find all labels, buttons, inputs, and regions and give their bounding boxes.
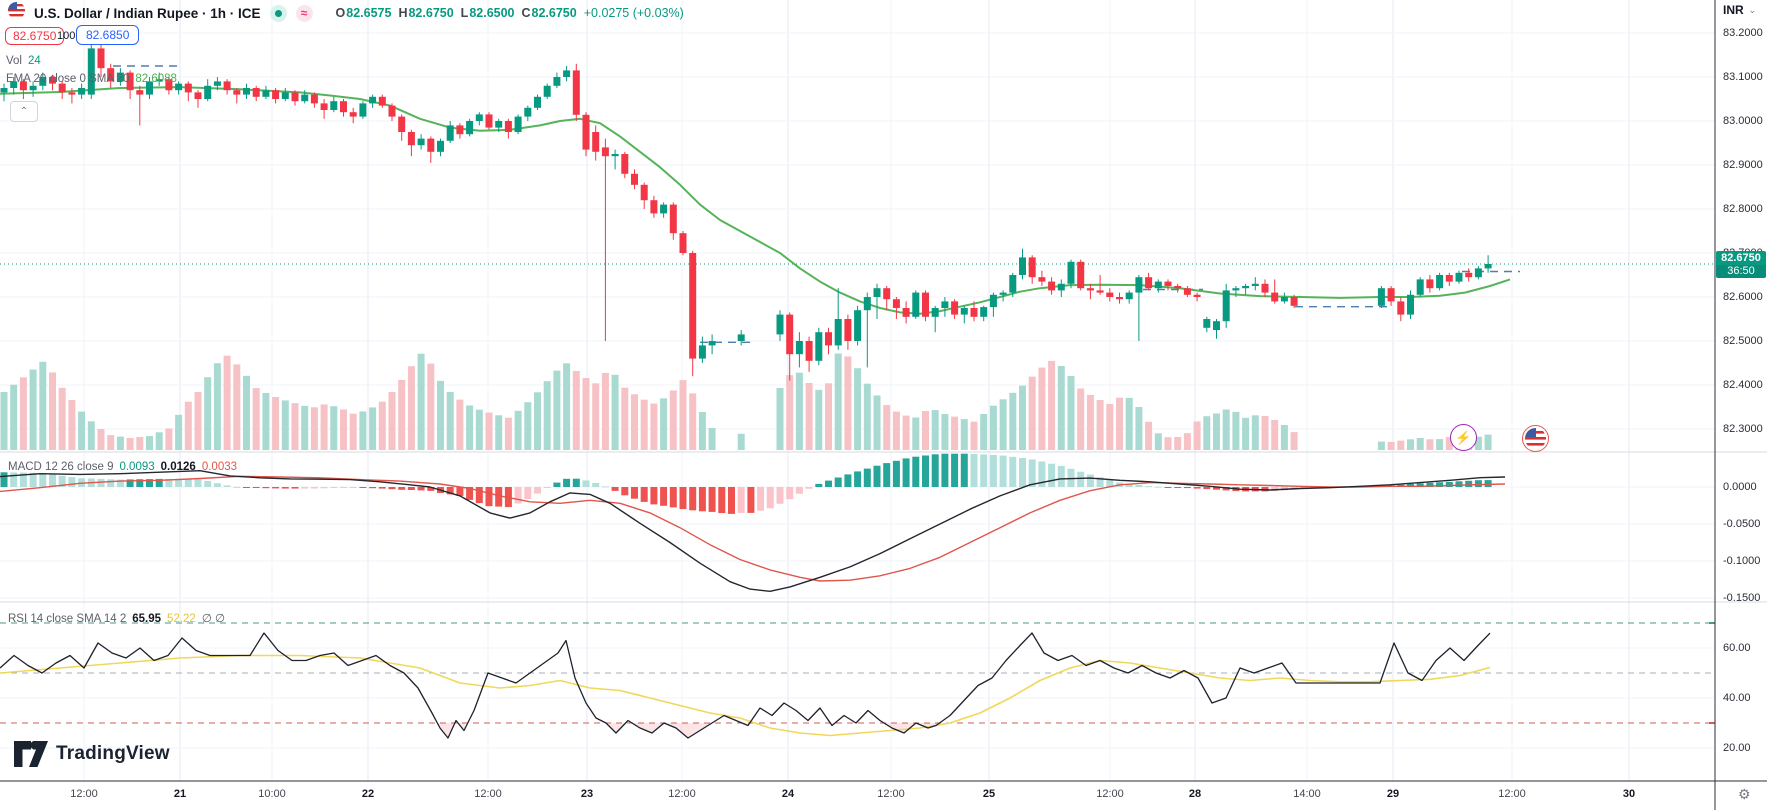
high-value: 82.6750: [408, 6, 454, 20]
axis-tick-label: 40.00: [1723, 692, 1751, 704]
low-value: 82.6500: [469, 6, 515, 20]
rsi-ma-line: [0, 654, 1491, 737]
market-status-icon[interactable]: [269, 4, 287, 22]
bar-countdown: 36:50: [1716, 265, 1766, 278]
axis-tick-label: 82.9000: [1723, 159, 1763, 171]
rsi-ma-value: 52.22: [167, 613, 196, 625]
axis-tick-label: 83.0000: [1723, 115, 1763, 127]
close-value: 82.6750: [531, 6, 577, 20]
volume-bars: [0, 353, 1492, 451]
time-tick-label: 14:00: [1293, 788, 1321, 800]
time-tick-label: 12:00: [70, 788, 98, 800]
us-flag-badge[interactable]: [1522, 425, 1549, 452]
axis-tick-label: 82.5000: [1723, 335, 1763, 347]
delayed-data-icon[interactable]: ≈: [295, 4, 313, 22]
rsi-value: 65.95: [132, 613, 162, 625]
axis-tick-label: 83.2000: [1723, 27, 1763, 39]
instant-order-button[interactable]: ⚡: [1450, 424, 1477, 451]
order-quantity[interactable]: 100: [57, 30, 76, 42]
macd-legend[interactable]: MACD 12 26 close 9 0.0093 0.0126 0.0033: [8, 461, 237, 473]
axis-tick-label: -0.1000: [1723, 555, 1761, 567]
ema-legend[interactable]: EMA 20 close 0 SMA 20 82.6088: [6, 73, 177, 85]
symbol-header: U.S. Dollar / Indian Rupee · 1h · ICE ≈ …: [8, 2, 684, 24]
open-label: O: [335, 6, 346, 20]
time-tick-label: 12:00: [1498, 788, 1526, 800]
axis-tick-label: 0.0000: [1723, 481, 1757, 493]
us-flag-icon: [8, 2, 25, 24]
macd-signal-line: [0, 475, 1506, 582]
volume-label: Vol: [6, 55, 22, 67]
sell-price-button[interactable]: 82.6750: [5, 27, 65, 45]
last-price-value: 82.6750: [1716, 251, 1766, 265]
axis-tick-label: 83.1000: [1723, 71, 1763, 83]
time-tick-label: 29: [1386, 788, 1400, 800]
lightning-icon: ⚡: [1455, 429, 1472, 445]
chevron-up-icon: ⌃: [19, 106, 29, 117]
axis-tick-label: 82.4000: [1723, 379, 1763, 391]
high-label: H: [398, 6, 408, 20]
time-tick-label: 21: [173, 788, 187, 800]
rsi-oversold-fill: [438, 723, 939, 738]
candles: [0, 39, 1492, 381]
macd-hist-value: 0.0093: [119, 461, 155, 473]
axis-tick-label: 60.00: [1723, 642, 1751, 654]
open-value: 82.6575: [346, 6, 392, 20]
change-value: +0.0275 (+0.03%): [583, 6, 684, 20]
ema-value: 82.6088: [135, 73, 177, 85]
axis-tick-label: -0.1500: [1723, 592, 1761, 604]
rsi-legend[interactable]: RSI 14 close SMA 14 2 65.95 52.22 ∅ ∅: [8, 611, 225, 625]
volume-value: 24: [28, 55, 41, 67]
us-flag-icon: [1525, 428, 1546, 449]
rsi-main-line: [0, 632, 1491, 739]
time-tick-label: 12:00: [668, 788, 696, 800]
time-tick-label: 24: [781, 788, 795, 800]
gear-icon[interactable]: ⚙: [1738, 786, 1751, 802]
time-tick-label: 23: [580, 788, 594, 800]
time-tick-label: 25: [982, 788, 996, 800]
currency-label: INR: [1723, 3, 1744, 17]
ema-line: [0, 86, 1511, 315]
currency-selector[interactable]: INR ⌄: [1723, 3, 1756, 17]
volume-legend[interactable]: Vol 24: [6, 55, 41, 67]
buy-price-button[interactable]: 82.6850: [76, 25, 140, 45]
tradingview-mark-icon: [14, 741, 48, 767]
time-tick-label: 22: [361, 788, 375, 800]
axis-tick-label: -0.0500: [1723, 518, 1761, 530]
macd-signal-value: 0.0033: [201, 461, 238, 473]
time-tick-label: 10:00: [258, 788, 286, 800]
time-tick-label: 12:00: [1096, 788, 1124, 800]
time-tick-label: 28: [1188, 788, 1202, 800]
axis-tick-label: 82.6000: [1723, 291, 1763, 303]
low-label: L: [460, 6, 469, 20]
ohlc-readout: O 82.6575 H 82.6750 L 82.6500 C 82.6750 +0.0…: [336, 6, 684, 20]
axis-tick-label: 20.00: [1723, 742, 1751, 754]
last-price-badge: 82.6750 36:50: [1716, 251, 1766, 278]
time-tick-label: 12:00: [877, 788, 905, 800]
macd-main-line: [0, 470, 1506, 592]
rsi-label: RSI 14 close SMA 14 2: [8, 613, 127, 625]
tradingview-logo[interactable]: TradingView: [14, 741, 170, 767]
macd-label: MACD 12 26 close 9: [8, 461, 114, 473]
axis-tick-label: 82.3000: [1723, 423, 1763, 435]
rsi-band-lines: [0, 622, 1715, 724]
symbol-title[interactable]: U.S. Dollar / Indian Rupee · 1h · ICE: [34, 5, 261, 21]
time-tick-label: 30: [1622, 788, 1636, 800]
ema-label: EMA 20 close 0 SMA 20: [6, 73, 130, 85]
rsi-extra-values: ∅ ∅: [201, 613, 226, 625]
close-label: C: [521, 6, 531, 20]
macd-line-value: 0.0126: [160, 461, 196, 473]
time-tick-label: 12:00: [474, 788, 502, 800]
macd-histogram: [0, 453, 1492, 514]
chevron-down-icon: ⌄: [1748, 4, 1757, 15]
collapse-panel-button[interactable]: ⌃: [10, 101, 38, 122]
tradingview-wordmark: TradingView: [56, 743, 170, 764]
axis-tick-label: 82.8000: [1723, 203, 1763, 215]
